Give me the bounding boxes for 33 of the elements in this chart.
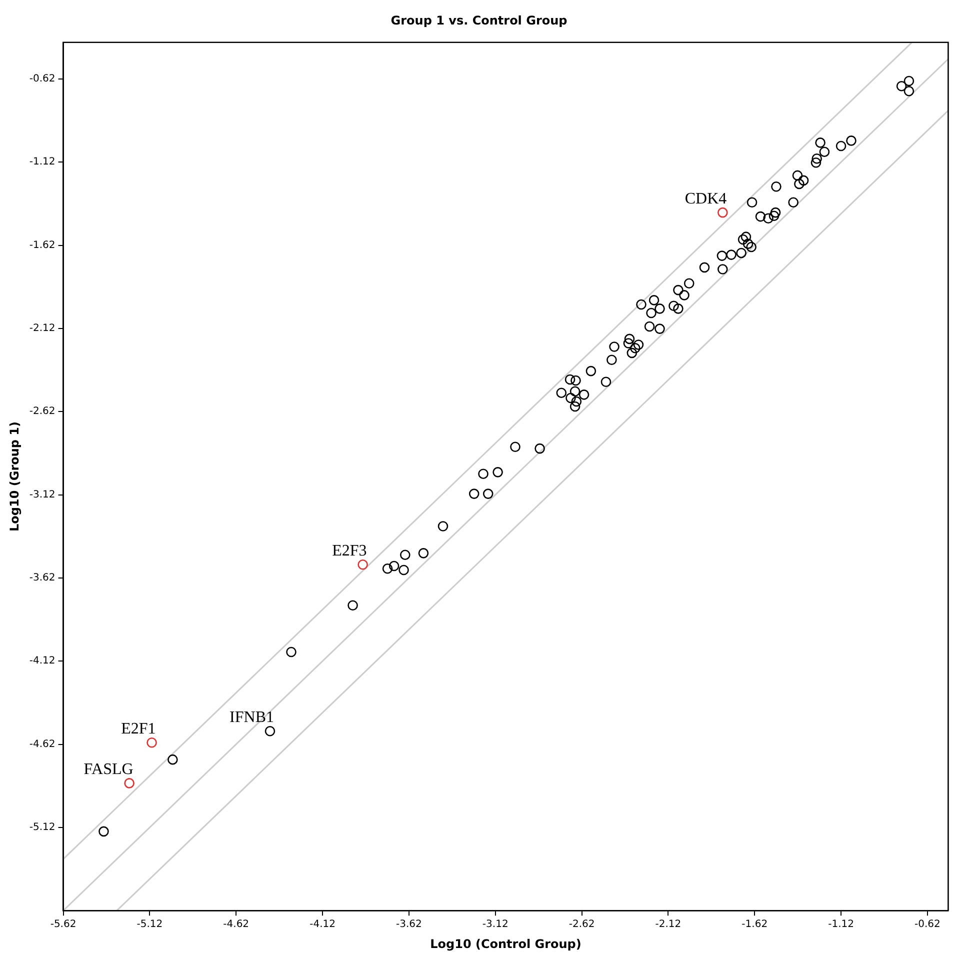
x-tick-label: -1.62 (742, 919, 768, 930)
x-tick-label: -3.12 (482, 919, 508, 930)
annotation: FASLG (84, 761, 134, 778)
x-tick-label: -5.62 (50, 919, 76, 930)
x-tick-label: -3.62 (396, 919, 422, 930)
annotation: E2F1 (121, 720, 156, 738)
x-tick-label: -2.62 (568, 919, 595, 930)
point (358, 560, 368, 570)
y-tick-label: -4.12 (29, 656, 56, 667)
y-tick-label: -2.12 (29, 323, 56, 334)
x-tick-label: -5.12 (136, 919, 163, 930)
point (146, 737, 157, 748)
y-tick-label: -1.12 (29, 156, 56, 168)
point (124, 778, 134, 788)
y-tick-label: -3.62 (29, 572, 56, 584)
x-tick-label: -4.12 (310, 919, 336, 930)
x-tick-label: -0.62 (914, 919, 940, 930)
annotation: E2F3 (332, 542, 367, 560)
x-axis-title: Log10 (Control Group) (430, 936, 582, 951)
y-tick-label: -0.62 (29, 74, 56, 85)
x-tick-label: -2.12 (655, 919, 682, 930)
y-tick-label: -3.12 (29, 489, 56, 500)
y-axis-title: Log10 (Group 1) (7, 422, 22, 532)
point (718, 207, 728, 218)
y-tick-label: -5.12 (29, 822, 56, 834)
chart-title: Group 1 vs. Control Group (390, 13, 568, 28)
annotation: CDK4 (684, 190, 727, 208)
y-tick-label: -4.62 (29, 738, 56, 750)
x-tick-label: -4.62 (223, 919, 250, 930)
x-tick-label: -1.12 (828, 919, 854, 930)
y-tick-label: -2.62 (29, 406, 56, 418)
annotation: IFNB1 (230, 709, 274, 726)
y-tick-label: -1.62 (29, 240, 56, 251)
